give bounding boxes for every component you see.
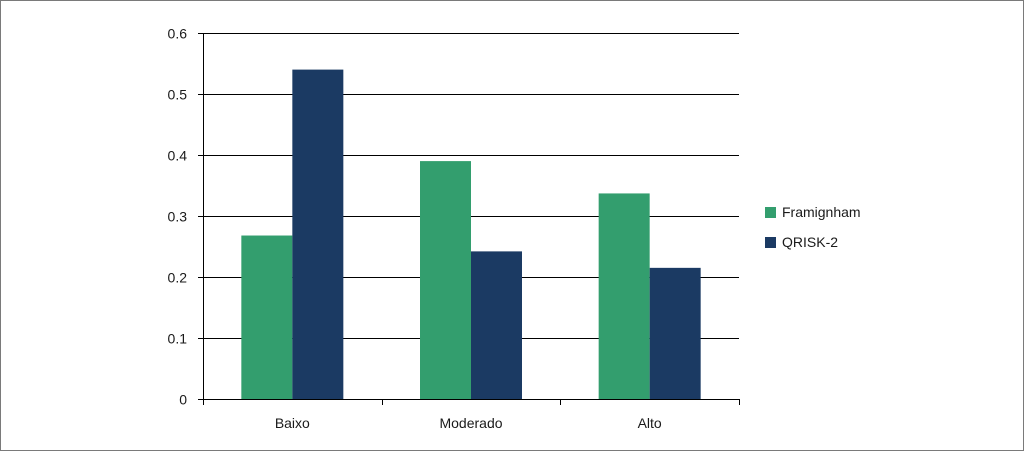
bars <box>241 69 701 399</box>
y-tick-label: 0.1 <box>168 331 188 347</box>
y-tick-labels: 0 0.1 0.2 0.3 0.4 0.5 0.6 <box>168 26 188 408</box>
y-tick-label: 0.4 <box>168 148 188 164</box>
bar-qrisk-2-baixo <box>292 69 344 399</box>
y-tick-label: 0.2 <box>168 270 188 286</box>
y-tick-label: 0.5 <box>168 87 188 103</box>
legend-label-framignham: Framignham <box>782 204 861 220</box>
x-tick-labels: Baixo Moderado Alto <box>275 415 662 431</box>
x-tick-label: Moderado <box>439 415 502 431</box>
x-tick-label: Baixo <box>275 415 310 431</box>
legend-label-qrisk-2: QRISK-2 <box>782 234 838 250</box>
y-tick-label: 0.3 <box>168 209 188 225</box>
bar-framignham-moderado <box>420 161 471 399</box>
bar-qrisk-2-moderado <box>471 251 522 399</box>
bar-framignham-alto <box>598 193 650 399</box>
x-tick-label: Alto <box>638 415 662 431</box>
bar-framignham-baixo <box>241 235 293 399</box>
y-tick-label: 0 <box>179 392 187 408</box>
legend: Framignham QRISK-2 <box>765 204 861 250</box>
axes <box>198 33 740 405</box>
y-tick-label: 0.6 <box>168 26 188 42</box>
bar-qrisk-2-alto <box>649 267 701 399</box>
legend-swatch-framignham <box>765 207 776 218</box>
legend-swatch-qrisk-2 <box>765 237 776 248</box>
